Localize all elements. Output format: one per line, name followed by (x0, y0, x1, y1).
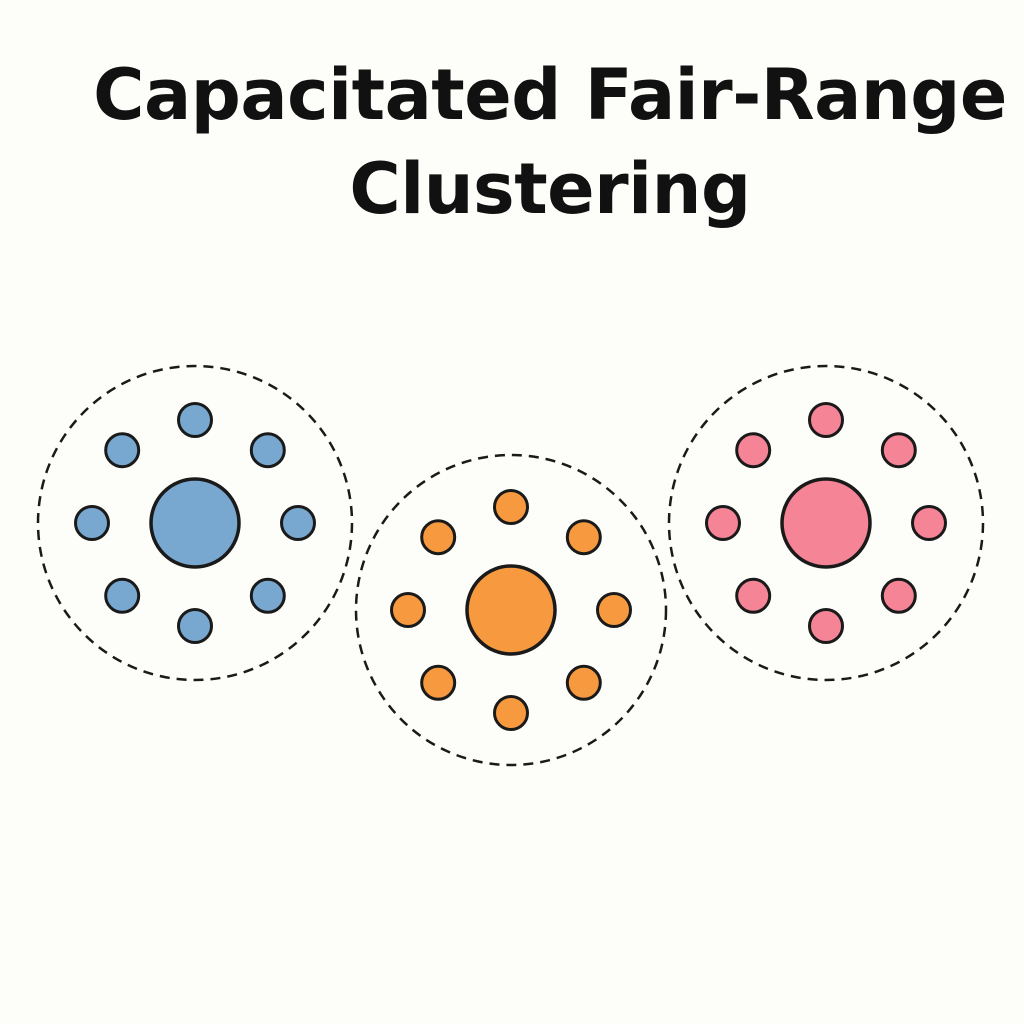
cluster-member-node (808, 608, 844, 644)
cluster-member-node (390, 592, 426, 628)
cluster-member-node (596, 592, 632, 628)
clusters-group (36, 364, 985, 767)
cluster-center-node (149, 477, 241, 569)
cluster-boundary (36, 364, 354, 682)
cluster-member-node (880, 577, 917, 614)
cluster-orange (354, 453, 668, 767)
cluster-member-node (565, 519, 602, 556)
cluster-member-node (74, 505, 110, 541)
cluster-blue (36, 364, 354, 682)
cluster-center-node (780, 477, 872, 569)
cluster-boundary (667, 364, 985, 682)
cluster-member-node (565, 664, 602, 701)
cluster-member-node (735, 432, 772, 469)
title-line-2: Clustering (349, 148, 751, 230)
cluster-member-node (880, 432, 917, 469)
cluster-member-node (420, 664, 457, 701)
page-title: Capacitated Fair-Range Clustering (0, 48, 1024, 236)
cluster-member-node (280, 505, 316, 541)
cluster-pink (667, 364, 985, 682)
cluster-boundary (354, 453, 668, 767)
cluster-member-node (911, 505, 947, 541)
cluster-member-node (177, 402, 213, 438)
cluster-member-node (104, 577, 141, 614)
cluster-member-node (420, 519, 457, 556)
cluster-member-node (493, 695, 529, 731)
cluster-center-node (465, 564, 557, 656)
title-line-1: Capacitated Fair-Range (93, 54, 1007, 136)
cluster-member-node (705, 505, 741, 541)
cluster-member-node (735, 577, 772, 614)
cluster-member-node (808, 402, 844, 438)
cluster-member-node (249, 577, 286, 614)
cluster-member-node (104, 432, 141, 469)
cluster-member-node (249, 432, 286, 469)
cluster-member-node (177, 608, 213, 644)
cluster-member-node (493, 489, 529, 525)
